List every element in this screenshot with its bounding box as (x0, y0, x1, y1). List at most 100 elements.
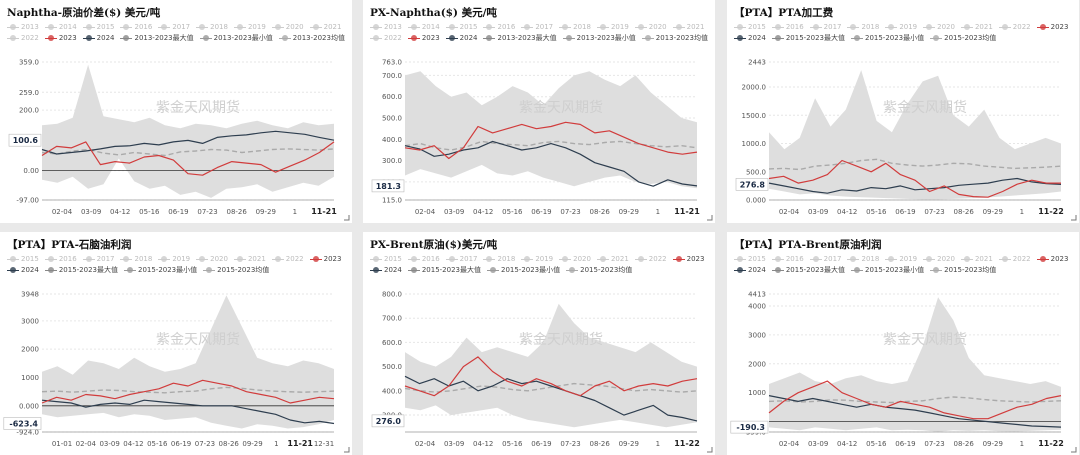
legend-label: 2021 (974, 23, 993, 31)
y-tick-label: 0.000 (19, 402, 39, 410)
resize-handle-icon[interactable] (1071, 447, 1077, 453)
legend-item[interactable]: 2017 (809, 22, 841, 32)
legend-item[interactable]: 2017 (445, 254, 477, 264)
legend-item[interactable]: 2015-2023最小值 (486, 265, 560, 275)
legend-item[interactable]: 2021 (596, 254, 629, 264)
legend-item[interactable]: 2016 (120, 22, 152, 32)
legend-item[interactable]: 2016 (44, 254, 77, 264)
legend-item[interactable]: 2019 (158, 254, 190, 264)
legend-item[interactable]: 2019 (521, 254, 553, 264)
legend-item[interactable]: 2020 (196, 254, 228, 264)
legend-item[interactable]: 2015-2023均值 (203, 265, 269, 275)
legend-item[interactable]: 2015-2023最小值 (123, 265, 197, 275)
legend-item[interactable]: 2018 (559, 22, 591, 32)
legend-item[interactable]: 2015-2023最大值 (771, 265, 845, 275)
legend-item[interactable]: 2015-2023最大值 (771, 33, 845, 43)
legend-item[interactable]: 2017 (521, 22, 553, 32)
legend-item[interactable]: 2016 (771, 254, 804, 264)
legend-item[interactable]: 2024 (7, 265, 39, 275)
legend-item[interactable]: 2016 (771, 22, 804, 32)
legend-item[interactable]: 2019 (885, 254, 917, 264)
legend-item[interactable]: 2022 (998, 22, 1031, 32)
legend-item[interactable]: 2016 (483, 22, 515, 32)
legend-item[interactable]: 2023 (672, 254, 704, 264)
legend-item[interactable]: 2015-2023最小值 (850, 33, 924, 43)
legend-item[interactable]: 2013 (7, 22, 39, 32)
legend-item[interactable]: 2024 (370, 265, 402, 275)
resize-handle-icon[interactable] (344, 447, 350, 453)
legend-item[interactable]: 2018 (120, 254, 152, 264)
legend-item[interactable]: 2015-2023均值 (566, 265, 632, 275)
legend-item[interactable]: 2024 (734, 265, 766, 275)
legend-item[interactable]: 2024 (445, 33, 477, 43)
legend-item[interactable]: 2020 (271, 22, 304, 32)
legend-item[interactable]: 2023 (407, 33, 440, 43)
legend-item[interactable]: 2021 (233, 254, 266, 264)
legend-item[interactable]: 2024 (734, 33, 766, 43)
legend-item[interactable]: 2015 (82, 22, 114, 32)
legend-item[interactable]: 2021 (960, 254, 993, 264)
legend-item[interactable]: 2018 (847, 254, 879, 264)
legend-item[interactable]: 2018 (196, 22, 228, 32)
legend-item[interactable]: 2020 (923, 254, 955, 264)
legend-item[interactable]: 2019 (885, 22, 917, 32)
legend-item[interactable]: 2014 (407, 22, 440, 32)
x-tick-label: 09-29 (256, 208, 276, 216)
resize-handle-icon[interactable] (707, 447, 713, 453)
legend-item[interactable]: 2021 (309, 22, 341, 32)
chart-panel-pta-processing-fee: 【PTA】PTA加工费 2015 2016 2017 2018 2019 2020 2021 2… (727, 0, 1079, 223)
x-tick-label: 11-21 (311, 207, 337, 216)
legend-item[interactable]: 2017 (809, 254, 842, 264)
legend-item[interactable]: 2018 (847, 22, 879, 32)
chart-title: 【PTA】PTA加工费 (734, 7, 834, 19)
resize-handle-icon[interactable] (1071, 215, 1077, 221)
legend-item[interactable]: 2013-2023最大值 (483, 33, 557, 43)
legend-item[interactable]: 2013-2023均值 (641, 33, 708, 43)
legend-item[interactable]: 2020 (634, 22, 667, 32)
legend-item[interactable]: 2023 (1036, 22, 1068, 32)
legend-item[interactable]: 2021 (672, 22, 704, 32)
legend-item[interactable]: 2015-2023均值 (930, 265, 996, 275)
legend-item[interactable]: 2019 (233, 22, 266, 32)
legend-item[interactable]: 2015-2023最小值 (850, 265, 924, 275)
legend-item[interactable]: 2015 (734, 254, 766, 264)
legend-item[interactable]: 2020 (559, 254, 591, 264)
legend-item[interactable]: 2014 (44, 22, 77, 32)
legend-item[interactable]: 2023 (44, 33, 77, 43)
legend-item[interactable]: 2020 (923, 22, 955, 32)
legend-item[interactable]: 2022 (634, 254, 667, 264)
legend-item[interactable]: 2015 (734, 22, 766, 32)
legend-item[interactable]: 2021 (960, 22, 993, 32)
legend-item[interactable]: 2015-2023均值 (930, 33, 996, 43)
resize-handle-icon[interactable] (707, 215, 713, 221)
legend-item[interactable]: 2023 (1036, 254, 1068, 264)
legend-item[interactable]: 2022 (7, 33, 39, 43)
legend-item[interactable]: 2022 (998, 254, 1031, 264)
legend-item[interactable]: 2013 (370, 22, 402, 32)
legend-item[interactable]: 2015-2023最大值 (44, 265, 118, 275)
legend-item[interactable]: 2013-2023最小值 (199, 33, 273, 43)
legend-item[interactable]: 2024 (82, 33, 114, 43)
legend-item[interactable]: 2019 (596, 22, 629, 32)
legend-label: 2017 (823, 255, 842, 263)
legend-item[interactable]: 2015 (445, 22, 477, 32)
legend-item[interactable]: 2023 (309, 254, 341, 264)
legend-marker-icon (233, 23, 246, 31)
legend-label: 2015-2023均值 (217, 266, 270, 274)
legend-item[interactable]: 2016 (407, 254, 440, 264)
legend-item[interactable]: 2017 (82, 254, 114, 264)
legend-item[interactable]: 2017 (158, 22, 190, 32)
legend-item[interactable]: 2015-2023最大值 (407, 265, 481, 275)
y-tick-label: 0.000 (746, 197, 766, 205)
legend-item[interactable]: 2013-2023最大值 (120, 33, 194, 43)
legend-item[interactable]: 2018 (483, 254, 515, 264)
legend-item[interactable]: 2015 (7, 254, 39, 264)
legend-marker-icon (734, 23, 746, 31)
legend-item[interactable]: 2022 (370, 33, 402, 43)
legend-item[interactable]: 2015 (370, 254, 402, 264)
resize-handle-icon[interactable] (344, 215, 350, 221)
legend-item[interactable]: 2013-2023均值 (278, 33, 345, 43)
legend-marker-icon (82, 255, 95, 263)
legend-item[interactable]: 2013-2023最小值 (562, 33, 636, 43)
legend-item[interactable]: 2022 (271, 254, 304, 264)
